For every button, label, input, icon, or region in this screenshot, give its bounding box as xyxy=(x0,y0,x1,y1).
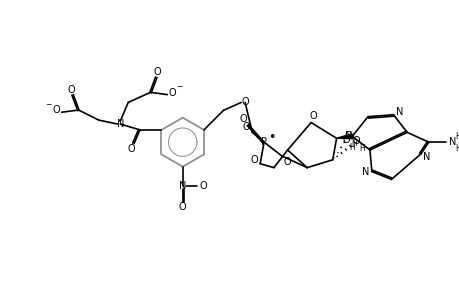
Text: H: H xyxy=(358,143,364,152)
Text: N: N xyxy=(422,152,430,162)
Text: O: O xyxy=(127,143,134,154)
Text: O: O xyxy=(308,111,316,121)
Text: O: O xyxy=(239,114,247,124)
Text: O: O xyxy=(242,122,250,133)
Text: N: N xyxy=(448,137,455,147)
Text: O: O xyxy=(179,202,186,212)
Text: H: H xyxy=(351,139,356,148)
Text: −: − xyxy=(45,100,52,109)
Text: O: O xyxy=(53,105,60,115)
Text: O: O xyxy=(67,85,75,95)
Text: H: H xyxy=(349,142,354,152)
Text: O: O xyxy=(199,181,207,191)
Text: O: O xyxy=(352,136,359,146)
Text: −: − xyxy=(176,82,182,91)
Text: O: O xyxy=(344,131,352,141)
Text: O: O xyxy=(342,135,349,145)
Text: O: O xyxy=(250,155,257,165)
Text: N: N xyxy=(117,119,124,129)
Text: O: O xyxy=(283,157,291,167)
Text: •: • xyxy=(268,131,275,144)
Text: N: N xyxy=(344,131,351,141)
Text: H: H xyxy=(454,143,459,152)
Text: O: O xyxy=(153,67,161,77)
Polygon shape xyxy=(336,134,352,139)
Text: N: N xyxy=(395,107,402,117)
Text: O: O xyxy=(168,88,176,98)
Text: P: P xyxy=(261,137,267,147)
Text: N: N xyxy=(179,181,186,191)
Text: H: H xyxy=(454,132,459,141)
Text: N: N xyxy=(362,167,369,177)
Text: O: O xyxy=(241,98,248,107)
